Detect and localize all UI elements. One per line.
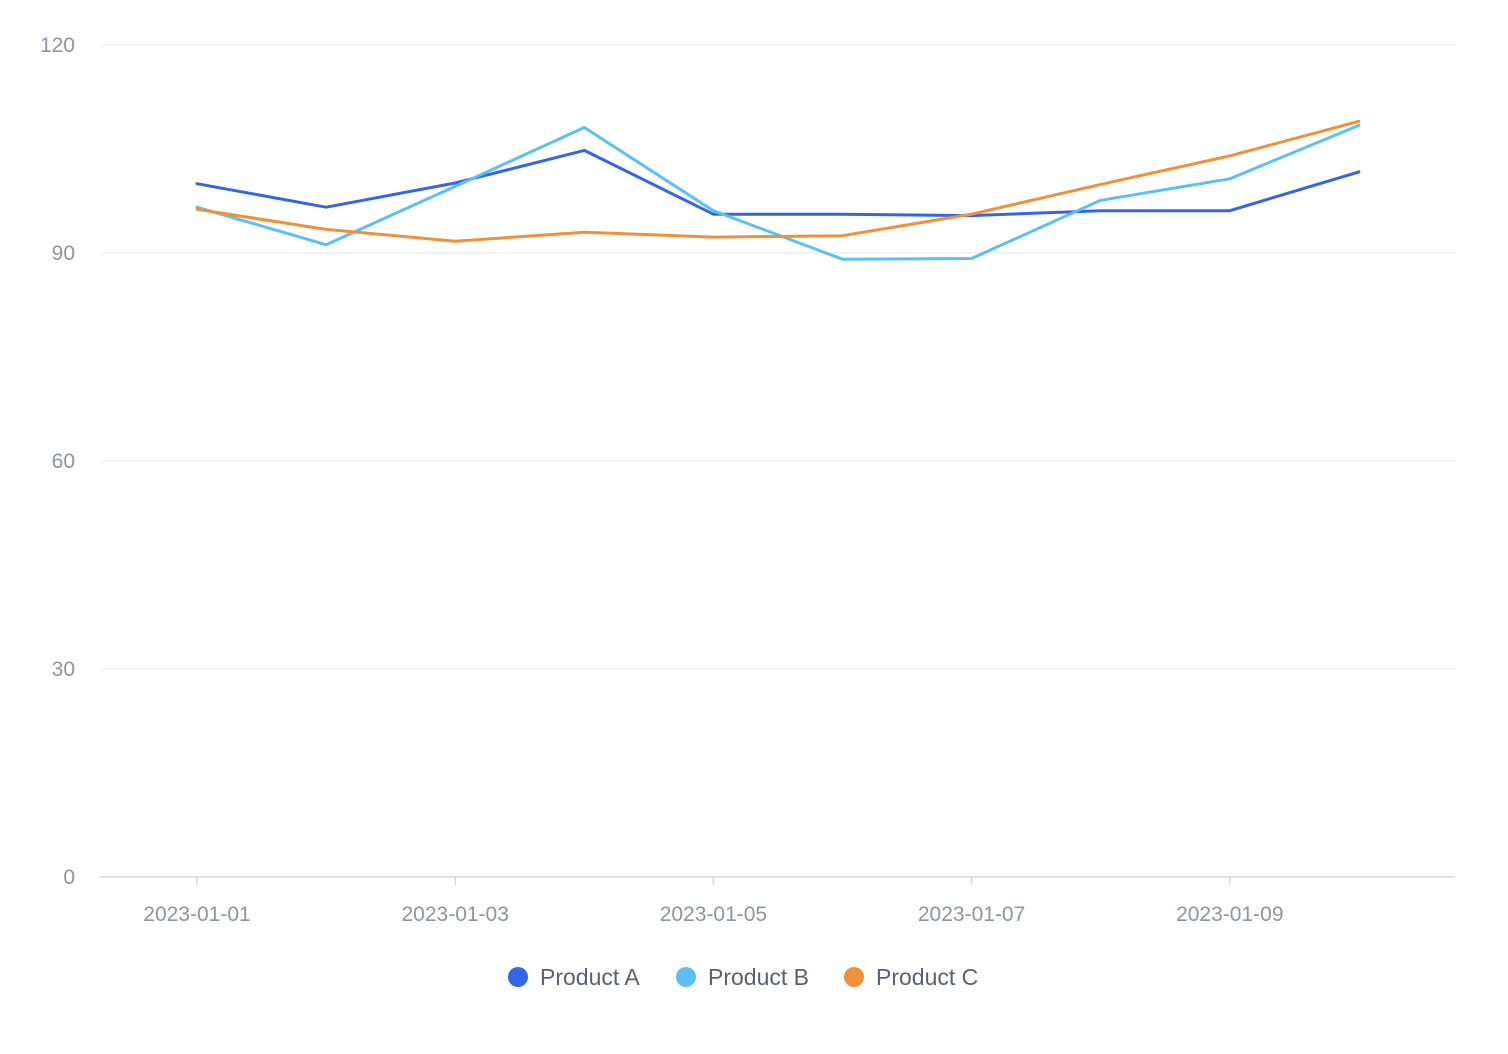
y-tick-label: 0 — [63, 866, 75, 889]
y-tick-label: 30 — [52, 658, 75, 681]
legend-item-product-c[interactable]: Product C — [844, 964, 978, 990]
y-tick-label: 60 — [52, 450, 75, 473]
grid-layer — [100, 44, 1455, 670]
legend-marker-icon — [844, 967, 864, 987]
legend-marker-icon — [676, 967, 696, 987]
x-tick-label: 2023-01-05 — [660, 903, 767, 926]
legend-label: Product C — [876, 964, 978, 990]
x-tick-label: 2023-01-01 — [143, 903, 250, 926]
x-tick-label: 2023-01-07 — [918, 903, 1025, 926]
legend[interactable]: Product A Product B Product C — [508, 964, 978, 990]
y-tick-label: 90 — [52, 242, 75, 265]
series-line-product-c[interactable] — [195, 119, 1361, 243]
axis-layer: 0 30 60 90 120 2023-01-01 2023-01-03 2023-01-05… — [40, 34, 1455, 926]
x-tick-label: 2023-01-09 — [1176, 903, 1283, 926]
series-line-product-b[interactable] — [195, 123, 1361, 261]
legend-item-product-b[interactable]: Product B — [676, 964, 809, 990]
series-layer — [195, 119, 1361, 261]
series-line-product-a[interactable] — [195, 148, 1361, 218]
legend-label: Product A — [540, 964, 640, 990]
legend-item-product-a[interactable]: Product A — [508, 964, 640, 990]
y-tick-label: 120 — [40, 34, 75, 57]
legend-label: Product B — [708, 964, 809, 990]
x-tick-label: 2023-01-03 — [401, 903, 508, 926]
legend-marker-icon — [508, 967, 528, 987]
